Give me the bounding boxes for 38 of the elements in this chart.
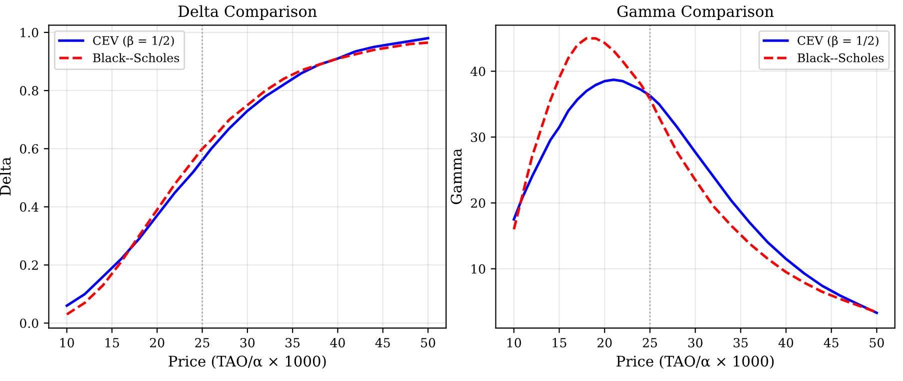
x-tick-label: 15 bbox=[552, 338, 566, 348]
y-tick-label: 10 bbox=[472, 264, 486, 274]
chart-title: Gamma Comparison bbox=[617, 5, 774, 20]
x-tick-label: 30 bbox=[688, 338, 702, 348]
x-tick-label: 45 bbox=[375, 338, 390, 348]
y-tick-label: 0.8 bbox=[20, 86, 38, 96]
x-tick-label: 25 bbox=[642, 338, 657, 348]
y-tick-label: 20 bbox=[470, 198, 486, 208]
y-tick-label: 0.6 bbox=[20, 144, 38, 154]
x-tick-label: 35 bbox=[734, 338, 748, 348]
x-tick-label: 45 bbox=[824, 338, 838, 348]
y-tick-label: 0.2 bbox=[20, 260, 38, 270]
x-tick-label: 40 bbox=[778, 338, 794, 348]
x-axis-title: Price (TAO/α × 1000) bbox=[616, 355, 774, 369]
y-axis-title: Gamma bbox=[450, 148, 462, 204]
y-tick-label: 0.0 bbox=[20, 318, 38, 328]
x-tick-label: 20 bbox=[150, 338, 164, 348]
x-tick-label: 50 bbox=[421, 338, 436, 348]
line-series bbox=[512, 78, 878, 314]
y-tick-label: 30 bbox=[471, 132, 486, 142]
y-tick-label: 40 bbox=[470, 66, 486, 76]
legend-label: Black--Scholes bbox=[798, 53, 884, 62]
y-tick-label: 0.4 bbox=[20, 202, 38, 212]
x-tick-label: 40 bbox=[330, 338, 345, 348]
legend-label: Black--Scholes bbox=[93, 53, 180, 62]
chart-title: Delta Comparison bbox=[178, 5, 317, 20]
legend-label: CEV (β = 1/2) bbox=[798, 36, 878, 48]
x-tick-label: 20 bbox=[597, 338, 612, 348]
legend-label: CEV (β = 1/2) bbox=[93, 36, 174, 48]
x-tick-label: 35 bbox=[286, 338, 300, 348]
y-tick-label: 1.0 bbox=[20, 28, 38, 38]
x-tick-label: 10 bbox=[60, 338, 74, 348]
x-tick-label: 15 bbox=[106, 338, 119, 348]
x-tick-label: 10 bbox=[507, 338, 522, 348]
x-tick-label: 25 bbox=[195, 338, 210, 348]
x-axis-title: Price (TAO/α × 1000) bbox=[168, 355, 326, 369]
x-tick-label: 30 bbox=[240, 338, 255, 348]
x-tick-label: 50 bbox=[870, 338, 884, 348]
